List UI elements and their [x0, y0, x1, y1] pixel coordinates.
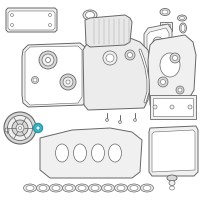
Ellipse shape — [36, 126, 40, 130]
Ellipse shape — [32, 76, 38, 84]
Polygon shape — [8, 11, 55, 30]
Polygon shape — [152, 130, 195, 172]
Ellipse shape — [86, 11, 95, 19]
Ellipse shape — [50, 184, 62, 192]
Polygon shape — [148, 35, 196, 110]
Ellipse shape — [36, 184, 50, 192]
Ellipse shape — [74, 144, 86, 162]
Ellipse shape — [104, 186, 112, 190]
Ellipse shape — [34, 123, 42, 132]
Bar — [162, 24, 170, 30]
Ellipse shape — [118, 120, 122, 123]
Ellipse shape — [134, 118, 136, 121]
Polygon shape — [6, 8, 57, 32]
Ellipse shape — [170, 186, 174, 190]
Ellipse shape — [160, 79, 166, 84]
Ellipse shape — [26, 186, 34, 190]
Ellipse shape — [160, 8, 170, 16]
Ellipse shape — [46, 58, 50, 62]
Ellipse shape — [91, 186, 99, 190]
Ellipse shape — [33, 78, 37, 82]
Polygon shape — [83, 38, 150, 110]
Ellipse shape — [180, 17, 184, 20]
Ellipse shape — [170, 53, 180, 63]
Ellipse shape — [56, 144, 68, 162]
Ellipse shape — [24, 184, 36, 192]
Ellipse shape — [12, 120, 28, 136]
Polygon shape — [147, 28, 169, 55]
Ellipse shape — [5, 128, 9, 132]
Ellipse shape — [18, 127, 22, 130]
Ellipse shape — [176, 86, 184, 94]
Ellipse shape — [10, 23, 14, 26]
Ellipse shape — [156, 40, 160, 45]
Ellipse shape — [169, 180, 175, 186]
Ellipse shape — [65, 186, 73, 190]
Ellipse shape — [114, 184, 128, 192]
Ellipse shape — [8, 116, 32, 140]
Ellipse shape — [181, 24, 185, 31]
Ellipse shape — [103, 51, 117, 65]
Ellipse shape — [178, 15, 186, 21]
Ellipse shape — [180, 23, 186, 33]
Ellipse shape — [48, 14, 52, 17]
Ellipse shape — [128, 184, 140, 192]
Polygon shape — [25, 46, 82, 105]
Bar — [150, 95, 196, 119]
Ellipse shape — [106, 54, 114, 62]
Ellipse shape — [78, 186, 86, 190]
Polygon shape — [85, 15, 132, 47]
Ellipse shape — [108, 144, 122, 162]
Ellipse shape — [66, 80, 70, 84]
Ellipse shape — [62, 184, 76, 192]
Ellipse shape — [10, 14, 14, 17]
Ellipse shape — [170, 105, 174, 109]
Ellipse shape — [42, 54, 54, 66]
Ellipse shape — [153, 105, 157, 109]
Ellipse shape — [128, 52, 132, 58]
Ellipse shape — [160, 53, 180, 77]
Ellipse shape — [16, 124, 24, 132]
Bar — [160, 22, 172, 31]
Ellipse shape — [172, 55, 178, 60]
Ellipse shape — [4, 112, 36, 144]
Ellipse shape — [125, 50, 135, 60]
Ellipse shape — [167, 175, 177, 181]
Ellipse shape — [140, 184, 154, 192]
Ellipse shape — [52, 186, 60, 190]
Ellipse shape — [162, 10, 168, 14]
Ellipse shape — [39, 51, 57, 69]
Ellipse shape — [130, 186, 138, 190]
Ellipse shape — [102, 184, 114, 192]
Polygon shape — [40, 128, 142, 178]
Polygon shape — [22, 43, 87, 107]
Ellipse shape — [178, 88, 182, 92]
Polygon shape — [144, 24, 172, 58]
Ellipse shape — [158, 77, 168, 87]
Ellipse shape — [88, 184, 102, 192]
Ellipse shape — [39, 186, 47, 190]
Ellipse shape — [48, 23, 52, 26]
Ellipse shape — [188, 105, 192, 109]
Ellipse shape — [92, 144, 104, 162]
Ellipse shape — [153, 37, 163, 47]
Polygon shape — [149, 126, 198, 176]
Bar — [153, 98, 193, 116]
Ellipse shape — [60, 74, 76, 90]
Ellipse shape — [83, 10, 97, 20]
Ellipse shape — [63, 77, 73, 87]
Ellipse shape — [117, 186, 125, 190]
Ellipse shape — [76, 184, 88, 192]
Ellipse shape — [143, 186, 151, 190]
Ellipse shape — [106, 118, 108, 121]
